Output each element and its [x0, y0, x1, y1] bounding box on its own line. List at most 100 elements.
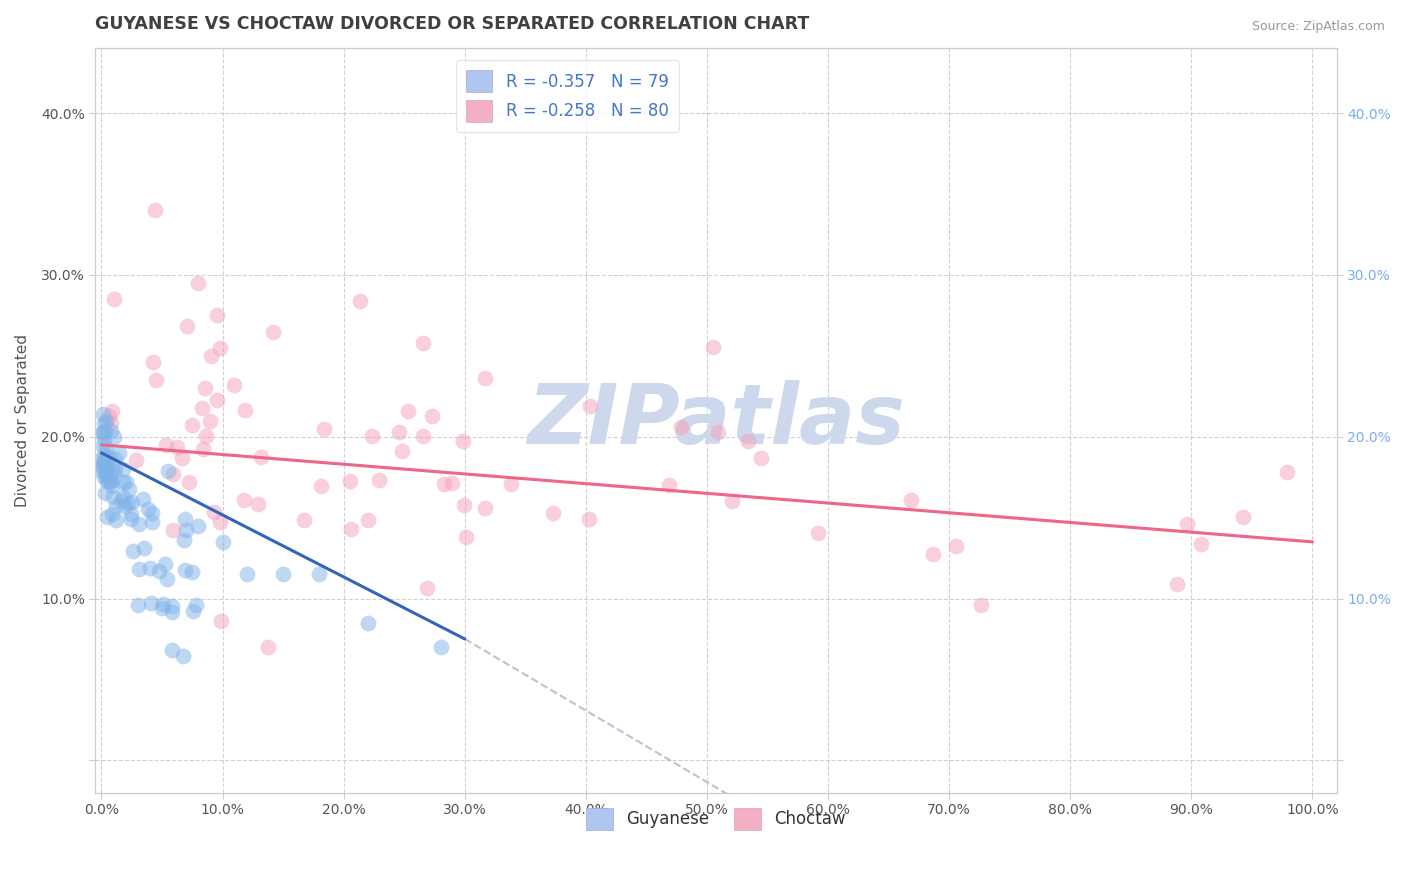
Text: Source: ZipAtlas.com: Source: ZipAtlas.com: [1251, 20, 1385, 33]
Point: [412, 336, 434, 351]
Point: [391, 443, 413, 458]
Point: [141, 506, 163, 520]
Point: [174, 512, 197, 526]
Point: [91, 407, 114, 421]
Point: [118, 482, 141, 496]
Point: [433, 477, 456, 491]
Point: [456, 531, 478, 545]
Point: [173, 563, 195, 577]
Point: [499, 476, 522, 491]
Point: [125, 453, 148, 467]
Point: [157, 464, 180, 478]
Point: [162, 467, 184, 482]
Point: [453, 498, 475, 512]
Point: [970, 599, 993, 613]
Point: [208, 341, 231, 355]
Point: [91, 452, 114, 467]
Point: [132, 541, 155, 556]
Point: [91, 459, 114, 474]
Point: [121, 495, 143, 509]
Point: [173, 533, 195, 547]
Point: [429, 640, 451, 654]
Point: [360, 429, 382, 443]
Point: [128, 516, 150, 531]
Point: [721, 494, 744, 508]
Point: [1189, 536, 1212, 550]
Point: [541, 506, 564, 520]
Point: [128, 561, 150, 575]
Point: [93, 417, 115, 431]
Point: [412, 428, 434, 442]
Point: [111, 490, 134, 504]
Point: [172, 450, 194, 465]
Point: [101, 479, 124, 493]
Point: [94, 442, 117, 456]
Point: [127, 598, 149, 612]
Point: [416, 581, 439, 595]
Point: [93, 456, 115, 470]
Point: [145, 373, 167, 387]
Point: [271, 567, 294, 582]
Point: [396, 403, 419, 417]
Point: [292, 513, 315, 527]
Point: [115, 475, 138, 489]
Point: [262, 325, 284, 339]
Point: [96, 510, 118, 524]
Point: [349, 294, 371, 309]
Point: [172, 648, 194, 663]
Point: [187, 276, 209, 290]
Point: [176, 318, 198, 333]
Point: [104, 452, 127, 467]
Point: [807, 525, 830, 540]
Point: [340, 522, 363, 536]
Point: [211, 534, 233, 549]
Legend: Guyanese, Choctaw: Guyanese, Choctaw: [579, 802, 852, 837]
Point: [94, 486, 117, 500]
Point: [108, 446, 131, 460]
Point: [187, 518, 209, 533]
Point: [114, 500, 136, 514]
Point: [111, 475, 134, 490]
Point: [162, 523, 184, 537]
Point: [224, 377, 246, 392]
Point: [155, 438, 177, 452]
Point: [101, 404, 124, 418]
Point: [103, 465, 125, 479]
Point: [312, 422, 335, 436]
Point: [120, 507, 142, 521]
Point: [105, 500, 128, 514]
Point: [357, 513, 380, 527]
Point: [749, 451, 772, 466]
Point: [93, 448, 115, 462]
Point: [257, 640, 280, 654]
Point: [91, 426, 114, 441]
Point: [96, 474, 118, 488]
Point: [160, 599, 183, 614]
Point: [110, 494, 132, 508]
Point: [208, 515, 231, 529]
Point: [91, 425, 114, 439]
Point: [309, 479, 332, 493]
Point: [93, 433, 115, 447]
Point: [209, 614, 232, 628]
Point: [103, 430, 125, 444]
Point: [181, 417, 204, 432]
Point: [103, 292, 125, 306]
Point: [236, 567, 259, 582]
Point: [136, 502, 159, 516]
Point: [453, 434, 475, 449]
Point: [420, 409, 443, 424]
Point: [181, 565, 204, 579]
Point: [578, 512, 600, 526]
Point: [202, 505, 225, 519]
Point: [922, 547, 945, 561]
Point: [155, 557, 177, 571]
Point: [184, 599, 207, 613]
Point: [97, 409, 120, 423]
Text: GUYANESE VS CHOCTAW DIVORCED OR SEPARATED CORRELATION CHART: GUYANESE VS CHOCTAW DIVORCED OR SEPARATE…: [96, 15, 810, 33]
Point: [98, 466, 121, 480]
Point: [100, 424, 122, 438]
Point: [900, 492, 922, 507]
Point: [339, 474, 361, 488]
Point: [152, 597, 174, 611]
